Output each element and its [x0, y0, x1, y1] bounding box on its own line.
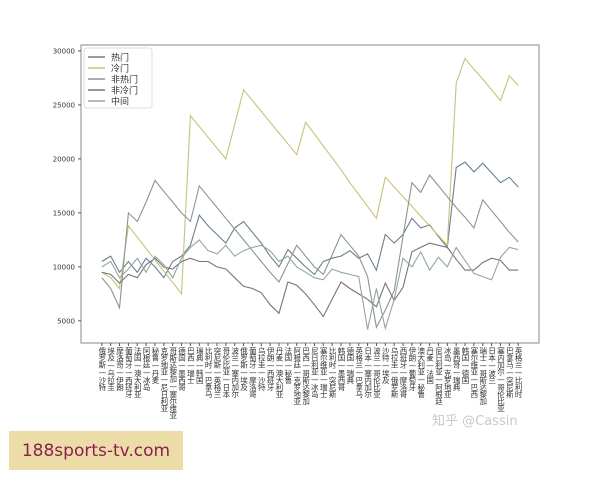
banner-text[interactable]: 188sports-tv.com	[21, 440, 171, 461]
x-tick-label: 尼日利亚—冰岛	[310, 347, 320, 398]
x-tick-label: 俄罗斯—埃及	[239, 347, 249, 391]
x-tick-label: 埃及—乌拉圭	[106, 347, 116, 391]
x-tick-label: 葡萄牙—摩洛哥	[248, 347, 258, 398]
series-line-4	[101, 239, 519, 331]
series-line-1	[101, 57, 519, 296]
x-tick-label: 哥伦比亚—日本	[221, 347, 231, 398]
x-tick-label: 巴拿马—突尼斯	[505, 347, 515, 398]
x-tick-label: 俄罗斯—沙特	[97, 347, 107, 391]
x-tick-label: 冰岛—克罗地亚	[443, 347, 453, 398]
series-lines	[101, 57, 519, 331]
x-tick-label: 沙特—埃及	[381, 347, 391, 384]
x-tick-label: 比利时—突尼斯	[328, 347, 338, 398]
x-tick-label: 丹麦—法国	[425, 347, 435, 384]
x-tick-label: 乌拉圭—俄罗斯	[390, 347, 400, 398]
legend-label: 中间	[111, 96, 129, 108]
x-tick-label: 塞尔维亚—瑞士	[319, 347, 329, 398]
x-tick-label: 西班牙—摩洛哥	[399, 347, 409, 398]
series-line-2	[101, 174, 519, 330]
x-tick-label: 秘鲁—丹麦	[150, 347, 160, 384]
legend-label: 热门	[111, 52, 129, 64]
x-tick-label: 摩洛哥—伊朗	[115, 347, 125, 391]
x-tick-label: 瑞士—哥斯达黎加	[478, 347, 488, 405]
x-tick-label: 巴西—瑞士	[186, 347, 196, 384]
x-tick-label: 日本—波兰	[487, 347, 497, 384]
x-tick-label: 伊朗—葡萄牙	[407, 347, 417, 391]
y-tick-label: 30000	[53, 47, 75, 55]
series-line-3	[101, 242, 519, 318]
x-tick-label: 墨西哥—瑞典	[452, 347, 462, 391]
series-line-0	[101, 161, 519, 279]
x-tick-label: 瑞典—韩国	[195, 347, 205, 384]
x-tick-label: 突尼斯—英格兰	[212, 347, 222, 398]
y-tick-label: 5000	[57, 317, 75, 325]
watermark: 知乎 @Cassin	[432, 414, 518, 429]
x-tick-label: 尼日利亚—阿根廷	[434, 347, 444, 405]
x-tick-label: 巴西—哥斯达黎加	[301, 347, 311, 405]
y-axis: 5000 10000 15000 20000 25000 30000	[53, 47, 81, 325]
x-tick-label: 波兰—哥伦比亚	[372, 347, 382, 398]
x-tick-label: 阿根廷—克罗地亚	[292, 347, 302, 405]
x-tick-label: 比利时—巴拿马	[204, 347, 214, 398]
x-tick-label: 法国—澳大利亚	[133, 347, 143, 398]
x-tick-label: 丹麦—澳大利亚	[274, 347, 284, 398]
x-tick-label: 伊朗—西班牙	[266, 347, 276, 391]
x-tick-label: 英格兰—比利时	[514, 347, 524, 398]
x-tick-label: 法国—秘鲁	[283, 347, 293, 384]
x-tick-label: 塞尔维亚—巴西	[469, 347, 479, 398]
y-tick-label: 25000	[53, 101, 75, 109]
legend-label: 非热门	[111, 74, 138, 86]
y-tick-label: 20000	[53, 155, 75, 163]
legend-label: 冷门	[111, 63, 129, 75]
x-tick-label: 塞内加尔—哥伦比亚	[496, 347, 506, 412]
x-tick-label: 韩国—德国	[461, 347, 471, 384]
banner-ad[interactable]: 188sports-tv.com	[9, 431, 183, 470]
x-tick-label: 葡萄牙—西班牙	[124, 347, 134, 398]
x-tick-label: 阿根廷—冰岛	[142, 347, 152, 391]
x-tick-label: 澳大利亚—秘鲁	[416, 347, 426, 398]
plot-area	[80, 44, 540, 344]
x-tick-label: 英格兰—巴拿马	[354, 347, 364, 398]
y-tick-label: 10000	[53, 263, 75, 271]
y-tick-label: 15000	[53, 209, 75, 217]
legend-label: 非冷门	[111, 85, 138, 97]
x-tick-label: 日本—塞内加尔	[363, 347, 373, 398]
x-tick-label: 哥斯达黎加—塞尔维亚	[168, 347, 178, 419]
legend-box	[83, 47, 153, 109]
x-tick-label: 德国—墨西哥	[177, 347, 187, 391]
x-tick-label: 克罗地亚—尼日利亚	[159, 347, 169, 412]
x-tick-label: 德国—瑞典	[345, 347, 355, 384]
x-tick-label: 乌拉圭—沙特	[257, 347, 267, 391]
x-tick-label: 韩国—墨西哥	[337, 347, 346, 391]
x-tick-label: 波兰—塞内加尔	[230, 347, 240, 398]
x-axis	[101, 343, 519, 346]
